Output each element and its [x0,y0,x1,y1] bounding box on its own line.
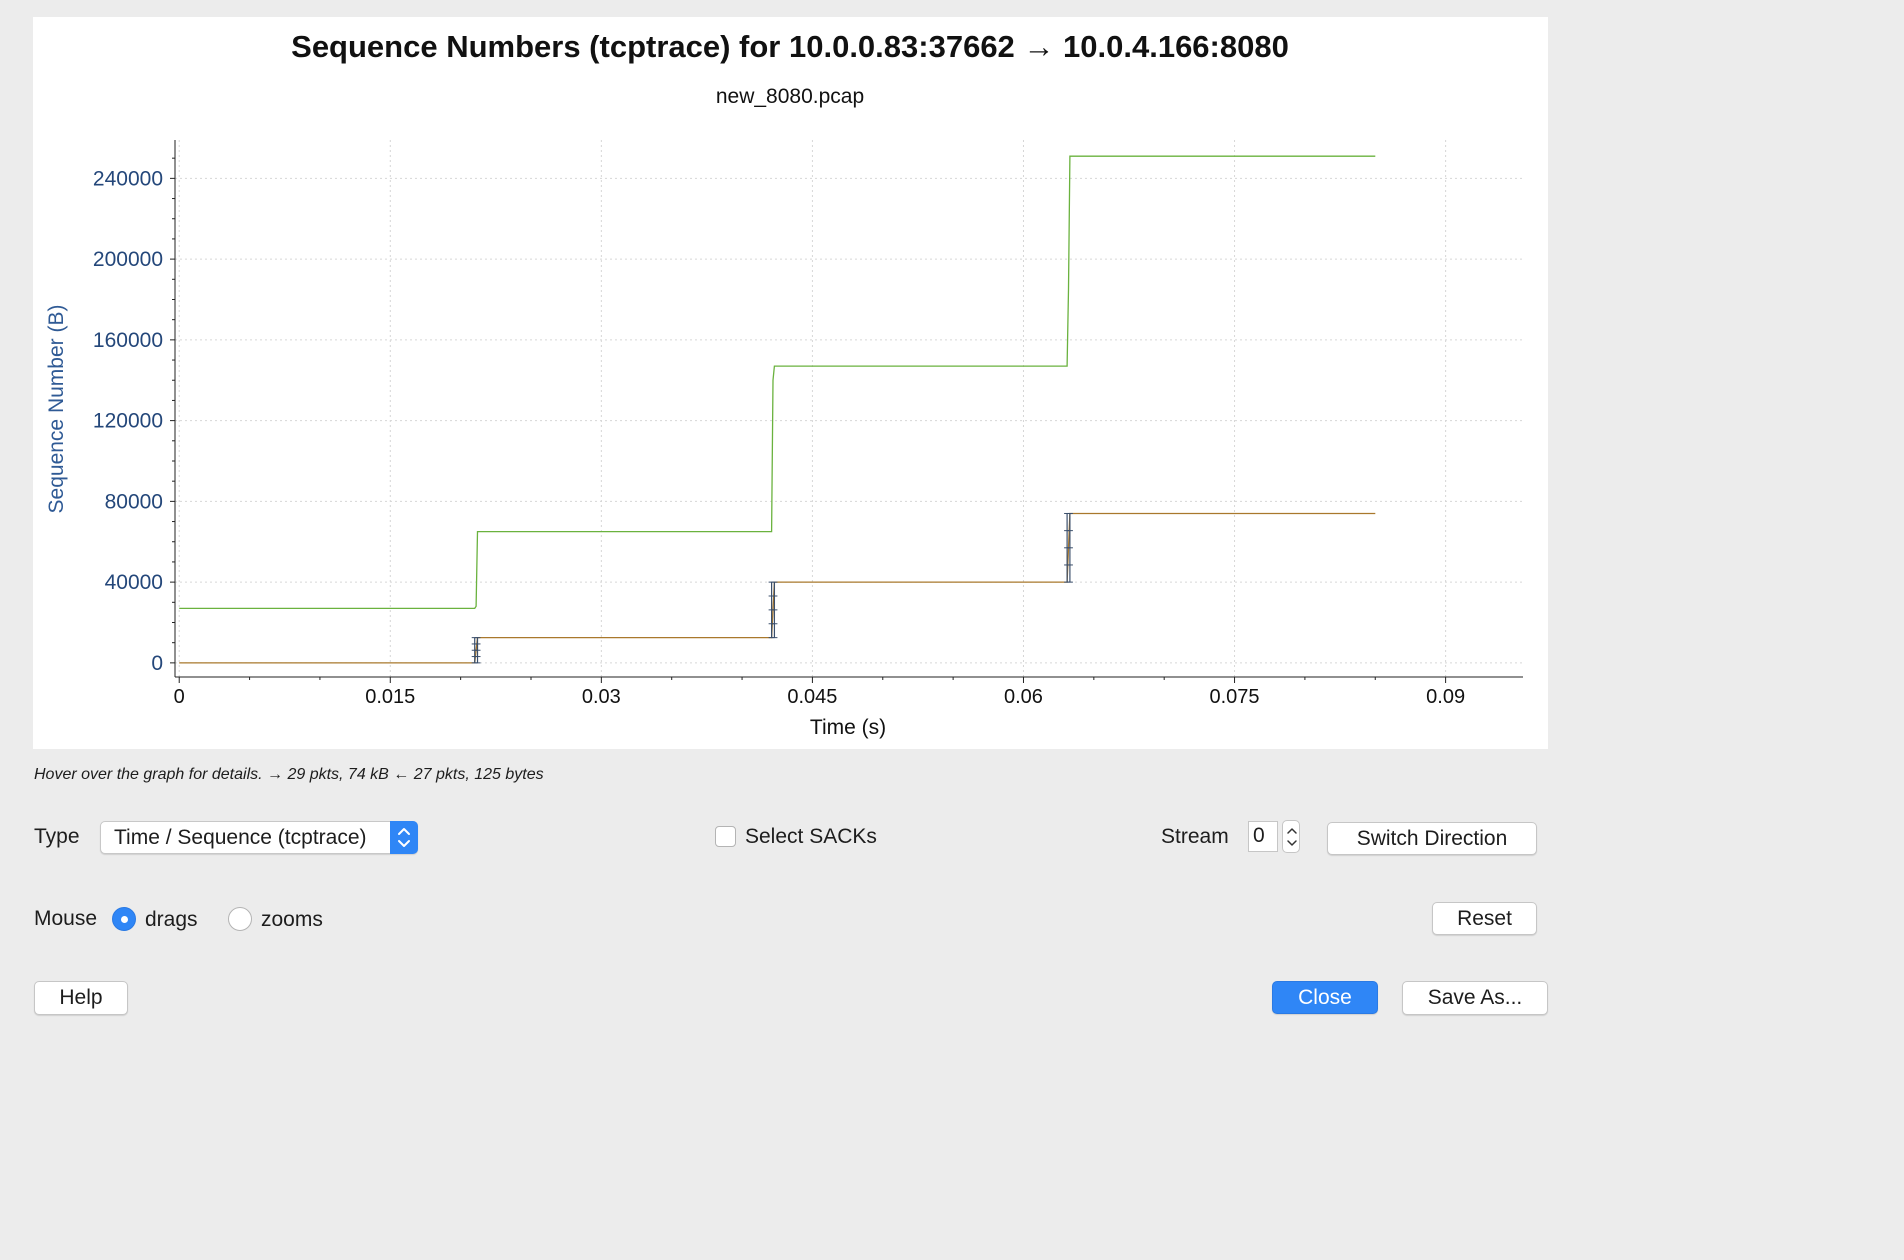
series-layer [179,155,1376,664]
sequence-chart[interactable]: Sequence Numbers (tcptrace) for 10.0.0.8… [33,17,1548,749]
mouse-drags-label[interactable]: drags [145,908,198,931]
type-select-value: Time / Sequence (tcptrace) [114,826,367,849]
x-tick-label: 0.045 [787,686,837,708]
axes: 0 40000 80000 120000 160000 200000 240000 0 0.01… [93,140,1523,708]
stream-input[interactable]: 0 [1248,821,1278,852]
stream-stepper[interactable] [1282,820,1300,853]
y-tick-label: 0 [151,652,163,675]
mouse-label: Mouse [34,907,98,930]
y-tick-label: 160000 [93,329,163,352]
select-sacks-label[interactable]: Select SACKs [745,825,877,848]
close-button[interactable]: Close [1272,981,1378,1014]
stepper-arrows-icon[interactable] [1283,821,1301,854]
x-tick-label: 0.06 [1004,686,1043,708]
x-tick-label: 0.015 [365,686,415,708]
mouse-zooms-label[interactable]: zooms [261,908,323,931]
chevron-up-down-icon[interactable] [390,821,418,854]
y-tick-label: 200000 [93,248,163,271]
series-line-1 [179,512,1376,664]
reset-button[interactable]: Reset [1432,902,1537,935]
chart-title: Sequence Numbers (tcptrace) for 10.0.0.8… [291,29,1289,64]
save-as-button[interactable]: Save As... [1402,981,1548,1015]
x-tick-label: 0.075 [1210,686,1260,708]
x-tick-label: 0 [174,686,185,708]
x-axis-label: Time (s) [810,716,886,739]
y-axis-label: Sequence Number (B) [45,305,68,514]
select-sacks-checkbox[interactable] [715,826,736,847]
mouse-zooms-radio[interactable] [228,907,252,931]
x-tick-label: 0.09 [1426,686,1465,708]
grid-lines [175,140,1523,677]
series-line-0 [179,155,1376,610]
help-button[interactable]: Help [34,981,128,1015]
switch-direction-button[interactable]: Switch Direction [1327,822,1537,855]
y-tick-label: 240000 [93,167,163,190]
y-tick-label: 80000 [105,490,163,513]
chart-subtitle: new_8080.pcap [716,85,864,108]
stream-label: Stream [1161,825,1229,848]
status-hint: Hover over the graph for details. → 29 p… [34,766,544,783]
x-tick-label: 0.03 [582,686,621,708]
graph-panel[interactable]: Sequence Numbers (tcptrace) for 10.0.0.8… [33,17,1548,749]
type-label: Type [34,825,80,848]
mouse-drags-radio[interactable] [112,907,136,931]
y-tick-label: 40000 [105,571,163,594]
y-tick-label: 120000 [93,410,163,433]
type-select[interactable]: Time / Sequence (tcptrace) [100,821,418,854]
